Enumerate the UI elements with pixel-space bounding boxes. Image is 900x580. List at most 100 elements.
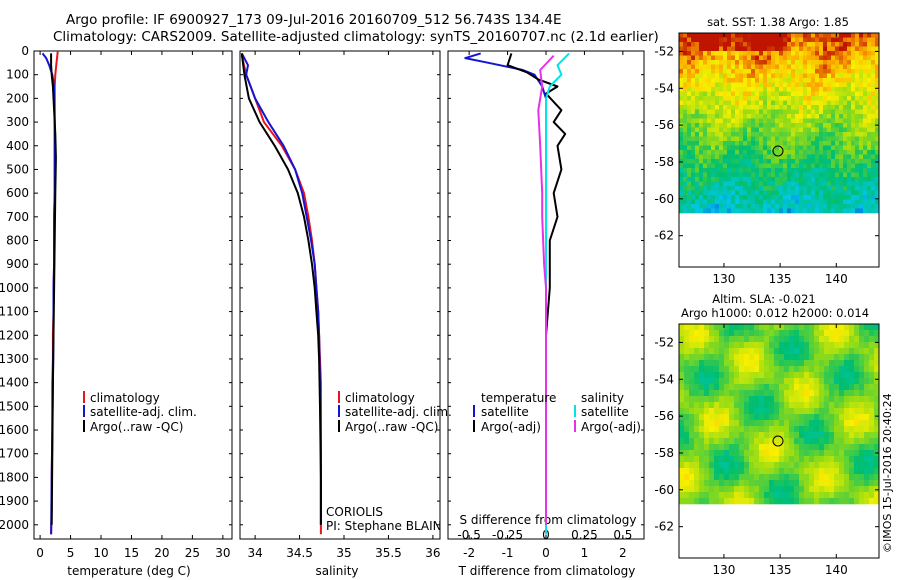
sst-cell xyxy=(771,208,776,214)
sla-cell xyxy=(764,462,770,469)
sla-cell xyxy=(814,456,820,463)
sst-cell xyxy=(811,96,816,101)
sst-cell xyxy=(683,64,688,70)
sst-cell xyxy=(775,114,780,119)
sst-cell xyxy=(763,163,768,169)
sst-cell xyxy=(779,46,784,52)
sst-cell xyxy=(779,82,784,88)
sla-cell xyxy=(829,450,835,457)
sst-cell xyxy=(823,114,828,119)
sst-cell xyxy=(687,177,692,182)
sst-cell xyxy=(763,105,768,110)
sla-cell xyxy=(809,450,815,457)
sla-cell xyxy=(694,354,700,361)
sla-cell xyxy=(869,342,875,349)
sst-cell xyxy=(723,51,728,56)
sst-cell xyxy=(755,78,760,83)
sst-cell xyxy=(815,118,820,124)
sst-cell xyxy=(875,186,880,191)
sst-cell xyxy=(755,181,760,187)
sst-cell xyxy=(867,168,872,173)
sst-cell xyxy=(783,96,788,101)
sst-cell xyxy=(843,105,848,110)
sst-cell xyxy=(727,159,732,164)
sst-cell xyxy=(775,177,780,182)
sst-cell xyxy=(787,195,792,200)
sla-cell xyxy=(874,366,880,373)
sst-cell xyxy=(795,132,800,137)
sst-cell xyxy=(743,114,748,119)
sst-cell xyxy=(799,172,804,178)
sla-cell xyxy=(749,360,755,367)
sst-cell xyxy=(739,186,744,191)
sst-cell xyxy=(715,87,720,92)
sst-cell xyxy=(711,199,716,205)
sst-cell xyxy=(731,33,736,38)
sst-cell xyxy=(683,127,688,133)
sst-cell xyxy=(755,105,760,110)
sst-cell xyxy=(851,73,856,79)
sst-cell xyxy=(723,150,728,155)
sst-cell xyxy=(791,114,796,119)
sst-cell xyxy=(795,141,800,146)
sla-cell xyxy=(849,348,855,355)
sst-cell xyxy=(731,154,736,160)
sst-cell xyxy=(739,100,744,106)
sst-cell xyxy=(803,55,808,61)
sst-cell xyxy=(695,87,700,92)
sst-cell xyxy=(735,204,740,209)
sla-cell xyxy=(809,342,815,349)
sla-cell xyxy=(724,354,730,361)
sst-cell xyxy=(751,141,756,146)
sla-cell xyxy=(844,468,850,475)
depth-tick-label: 900 xyxy=(6,257,29,271)
sla-cell xyxy=(729,366,735,373)
sst-cell xyxy=(847,163,852,169)
sla-cell xyxy=(684,456,690,463)
sst-cell xyxy=(847,37,852,43)
sst-cell xyxy=(687,199,692,205)
depth-tick-label: 800 xyxy=(6,234,29,248)
sst-cell xyxy=(735,109,740,115)
sst-cell xyxy=(875,87,880,92)
sst-cell xyxy=(691,73,696,79)
sst-cell xyxy=(767,114,772,119)
sst-cell xyxy=(707,177,712,182)
sst-cell xyxy=(715,136,720,142)
sst-cell xyxy=(715,168,720,173)
sst-cell xyxy=(859,208,864,214)
sst-cell xyxy=(695,114,700,119)
sst-cell xyxy=(775,87,780,92)
sla-cell xyxy=(689,324,695,331)
sla-cell xyxy=(704,378,710,385)
sla-cell xyxy=(699,462,705,469)
sst-cell xyxy=(795,177,800,182)
sst-cell xyxy=(715,60,720,65)
sst-cell xyxy=(871,150,876,155)
sla-cell xyxy=(689,462,695,469)
sla-cell xyxy=(774,444,780,451)
sla-cell xyxy=(719,378,725,385)
sst-cell xyxy=(855,73,860,79)
sst-cell xyxy=(755,132,760,137)
sla-cell xyxy=(839,498,845,505)
map-x-label: 140 xyxy=(825,563,848,577)
sst-cell xyxy=(679,181,684,187)
sst-cell xyxy=(779,114,784,119)
sla-cell xyxy=(789,492,795,499)
sst-cell xyxy=(699,150,704,155)
sst-cell xyxy=(751,82,756,88)
sst-cell xyxy=(803,177,808,182)
legend-title-temperature: temperature xyxy=(481,391,556,405)
sst-cell xyxy=(799,64,804,70)
sla-cell xyxy=(724,324,730,331)
sst-cell xyxy=(739,55,744,61)
sst-cell xyxy=(699,114,704,119)
sst-cell xyxy=(827,46,832,52)
sst-cell xyxy=(823,127,828,133)
sla-cell xyxy=(809,462,815,469)
sst-cell xyxy=(867,118,872,124)
sst-cell xyxy=(815,150,820,155)
sst-cell xyxy=(747,55,752,61)
sla-cell xyxy=(714,444,720,451)
